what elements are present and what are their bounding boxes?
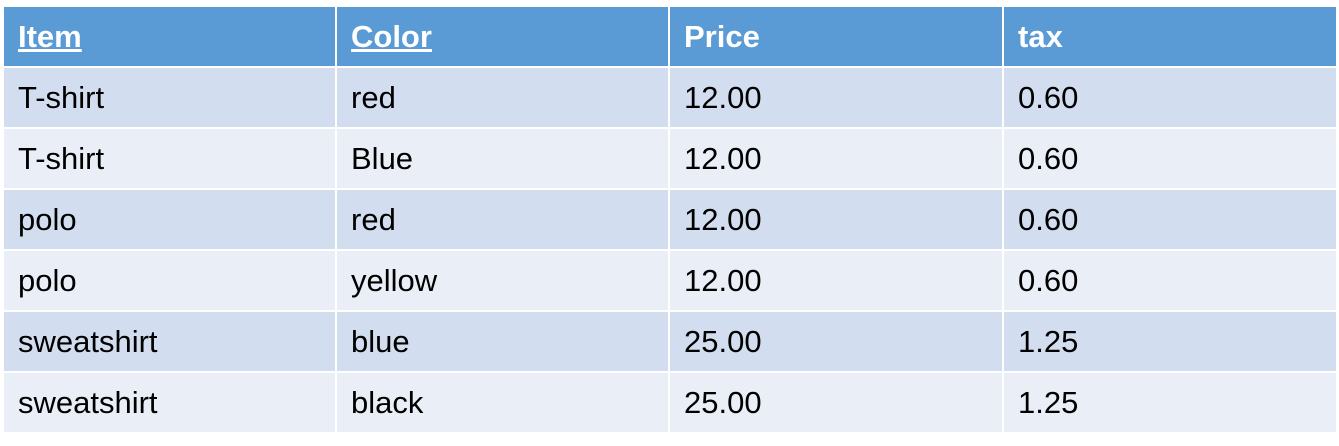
- column-header-item-label: Item: [18, 18, 82, 54]
- table-row: T-shirt red 12.00 0.60: [2, 66, 1338, 129]
- cell-tax: 0.60: [1002, 249, 1338, 312]
- column-header-item: Item: [2, 5, 337, 68]
- cell-price: 12.00: [668, 188, 1004, 251]
- cell-tax: 0.60: [1002, 127, 1338, 190]
- table-header-row: Item Color Price tax: [2, 5, 1338, 68]
- cell-color: Blue: [335, 127, 670, 190]
- cell-price: 12.00: [668, 66, 1004, 129]
- table-row: sweatshirt black 25.00 1.25: [2, 371, 1338, 434]
- cell-price: 25.00: [668, 371, 1004, 434]
- cell-item: polo: [2, 188, 337, 251]
- cell-item: sweatshirt: [2, 371, 337, 434]
- cell-price: 12.00: [668, 127, 1004, 190]
- cell-tax: 0.60: [1002, 188, 1338, 251]
- column-header-price-label: Price: [684, 18, 760, 54]
- cell-tax: 0.60: [1002, 66, 1338, 129]
- column-header-price: Price: [668, 5, 1004, 68]
- cell-price: 12.00: [668, 249, 1004, 312]
- cell-color: black: [335, 371, 670, 434]
- cell-item: T-shirt: [2, 127, 337, 190]
- cell-color: yellow: [335, 249, 670, 312]
- cell-price: 25.00: [668, 310, 1004, 373]
- cell-item: sweatshirt: [2, 310, 337, 373]
- data-table: Item Color Price tax T-shirt red 12.00 0…: [2, 5, 1338, 434]
- table-row: polo red 12.00 0.60: [2, 188, 1338, 251]
- column-header-color: Color: [335, 5, 670, 68]
- table-row: sweatshirt blue 25.00 1.25: [2, 310, 1338, 373]
- table-row: T-shirt Blue 12.00 0.60: [2, 127, 1338, 190]
- cell-tax: 1.25: [1002, 371, 1338, 434]
- cell-color: red: [335, 188, 670, 251]
- cell-item: polo: [2, 249, 337, 312]
- cell-item: T-shirt: [2, 66, 337, 129]
- table-row: polo yellow 12.00 0.60: [2, 249, 1338, 312]
- cell-color: blue: [335, 310, 670, 373]
- cell-tax: 1.25: [1002, 310, 1338, 373]
- cell-color: red: [335, 66, 670, 129]
- column-header-tax-label: tax: [1018, 18, 1063, 54]
- data-table-container: Item Color Price tax T-shirt red 12.00 0…: [2, 5, 1338, 434]
- column-header-tax: tax: [1002, 5, 1338, 68]
- column-header-color-label: Color: [351, 18, 432, 54]
